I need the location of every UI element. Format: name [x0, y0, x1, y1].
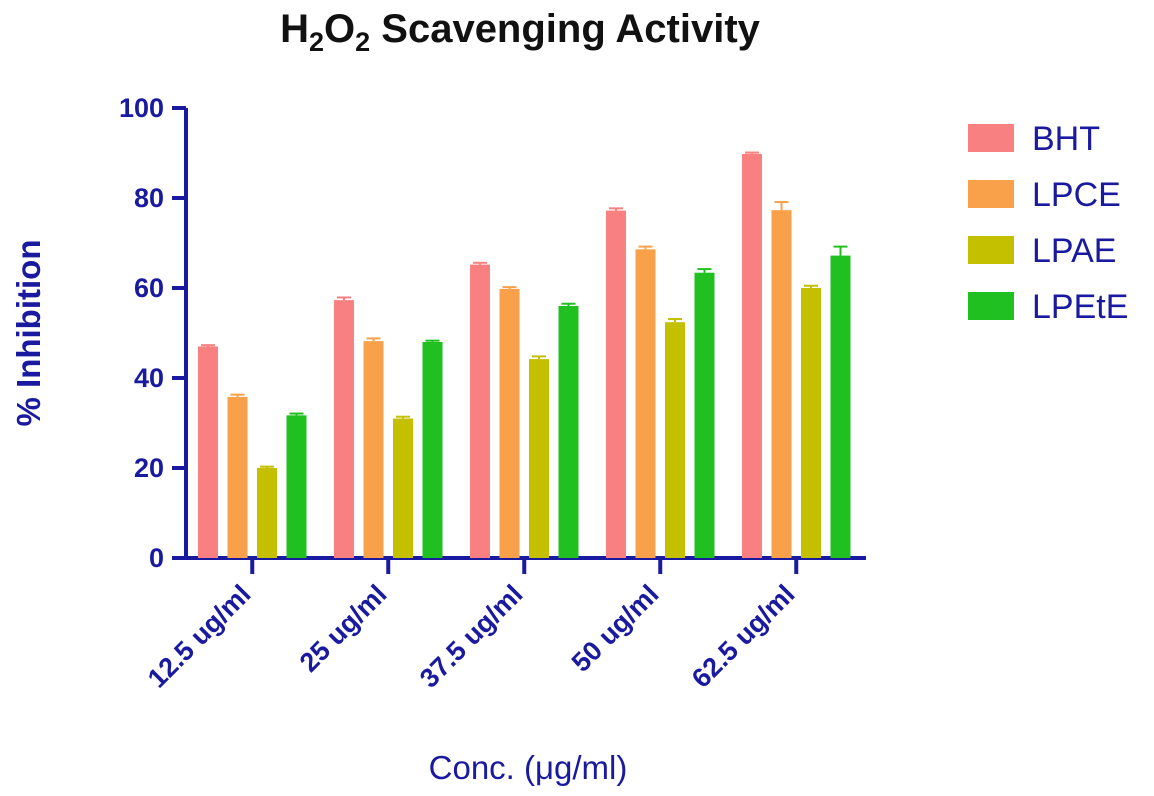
chart-title-sub1: 2	[309, 27, 324, 57]
legend-label-lpete: LPEtE	[1032, 288, 1128, 326]
bar-lpce	[771, 210, 792, 558]
legend-swatch-lpete	[968, 292, 1014, 320]
chart-title: H2O2 Scavenging Activity	[280, 7, 761, 57]
y-tick-label: 80	[134, 183, 164, 213]
x-tick-label: 37.5 ug/ml	[414, 579, 529, 694]
plot-area: 0 20 40 60 80 100 12.5 ug/ml 25 ug/ml 37.5 ug/ml…	[119, 93, 866, 694]
y-tick-label: 20	[134, 453, 164, 483]
bar-lpce	[363, 341, 384, 558]
x-tick-label: 50 ug/ml	[566, 579, 665, 678]
legend-label-lpce: LPCE	[1032, 176, 1121, 214]
bar-lpae	[529, 359, 549, 558]
bar-lpete	[422, 342, 443, 558]
y-tick-label: 100	[119, 93, 164, 123]
bar-bht	[334, 300, 354, 558]
bar-lpae	[257, 468, 277, 558]
bar-lpce	[635, 249, 656, 559]
legend-swatch-bht	[968, 124, 1014, 152]
bar-lpete	[286, 415, 307, 558]
chart-title-h: H	[280, 7, 309, 51]
y-tick-label: 0	[149, 543, 164, 573]
y-tick-label: 40	[134, 363, 164, 393]
y-axis-title: % Inhibition	[10, 240, 47, 427]
bar-lpce	[227, 396, 248, 558]
bar-lpete	[558, 306, 579, 558]
x-axis-title: Conc. (μg/ml)	[429, 749, 628, 786]
bar-bht	[606, 210, 626, 558]
legend-label-lpae: LPAE	[1032, 232, 1116, 270]
legend: BHT LPCE LPAE LPEtE	[968, 120, 1128, 326]
legend-label-bht: BHT	[1032, 120, 1100, 158]
bar-lpae	[801, 288, 821, 558]
legend-swatch-lpce	[968, 180, 1014, 208]
x-tick-label: 25 ug/ml	[294, 579, 393, 678]
bar-lpete	[694, 272, 715, 558]
bar-bht	[470, 264, 490, 558]
x-tick-label: 12.5 ug/ml	[142, 579, 257, 694]
bar-bht	[742, 153, 762, 558]
chart-title-sub2: 2	[355, 27, 370, 57]
bar-lpae	[665, 322, 685, 558]
bar-lpae	[393, 418, 413, 558]
bar-lpce	[499, 288, 520, 558]
legend-swatch-lpae	[968, 236, 1014, 264]
chart-title-o: O	[324, 7, 355, 51]
x-tick-label: 62.5 ug/ml	[686, 579, 801, 694]
bar-lpete	[830, 255, 851, 558]
y-tick-label: 60	[134, 273, 164, 303]
chart-title-rest: Scavenging Activity	[370, 7, 761, 51]
bar-bht	[198, 346, 218, 558]
